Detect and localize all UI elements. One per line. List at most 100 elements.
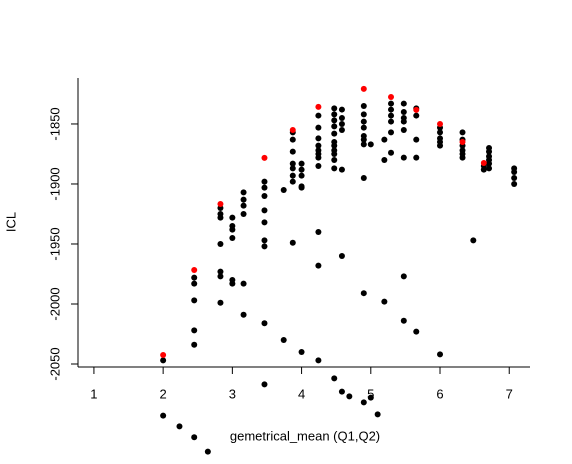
point <box>346 393 353 400</box>
point <box>315 154 322 161</box>
point <box>459 154 466 161</box>
x-tick-label: 4 <box>298 386 305 401</box>
point <box>176 423 183 430</box>
point <box>229 214 236 221</box>
point <box>191 274 198 281</box>
point <box>388 129 395 136</box>
point <box>315 112 322 119</box>
point <box>261 320 268 327</box>
point <box>381 136 388 143</box>
point <box>338 106 345 113</box>
point <box>261 243 268 250</box>
point <box>217 214 224 221</box>
point <box>367 394 374 401</box>
point <box>331 165 338 172</box>
point <box>191 280 198 287</box>
point <box>240 202 247 209</box>
point <box>437 120 444 127</box>
point <box>315 135 322 142</box>
point <box>160 351 167 358</box>
point <box>160 412 167 419</box>
point <box>298 184 305 191</box>
point <box>511 174 518 181</box>
point <box>280 336 287 343</box>
y-tick-label: -1950 <box>47 227 62 260</box>
point <box>240 280 247 287</box>
y-tick-label: -1850 <box>47 107 62 140</box>
point <box>338 126 345 133</box>
point <box>480 166 487 173</box>
point <box>315 357 322 364</box>
point <box>289 239 296 246</box>
point <box>459 138 466 145</box>
point <box>229 280 236 287</box>
point <box>360 136 367 143</box>
point <box>261 219 268 226</box>
point <box>315 103 322 110</box>
point <box>331 156 338 163</box>
point <box>261 237 268 244</box>
point <box>289 172 296 179</box>
point <box>217 299 224 306</box>
point <box>289 165 296 172</box>
point <box>437 129 444 136</box>
point <box>437 351 444 358</box>
point <box>360 102 367 109</box>
x-axis-label: gemetrical_mean (Q1,Q2) <box>230 428 380 443</box>
point <box>240 189 247 196</box>
point <box>261 207 268 214</box>
point <box>459 129 466 136</box>
point <box>360 141 367 148</box>
y-tick-label: -2050 <box>47 347 62 380</box>
point <box>315 162 322 169</box>
point <box>289 160 296 167</box>
point <box>289 178 296 185</box>
point <box>204 448 211 455</box>
point <box>240 196 247 203</box>
point <box>480 159 487 166</box>
point <box>381 156 388 163</box>
point <box>191 341 198 348</box>
point <box>191 297 198 304</box>
point <box>331 150 338 157</box>
point <box>261 178 268 185</box>
point <box>315 124 322 131</box>
point <box>388 93 395 100</box>
point <box>298 160 305 167</box>
point <box>338 120 345 127</box>
point <box>360 174 367 181</box>
point <box>217 273 224 280</box>
point <box>331 111 338 118</box>
point <box>338 252 345 259</box>
point <box>400 118 407 125</box>
point <box>413 106 420 113</box>
point <box>360 290 367 297</box>
point <box>229 226 236 233</box>
point <box>289 136 296 143</box>
point <box>298 348 305 355</box>
point <box>413 154 420 161</box>
point <box>400 100 407 107</box>
point <box>331 142 338 149</box>
point <box>486 148 493 155</box>
point <box>360 124 367 131</box>
point <box>388 118 395 125</box>
point <box>191 267 198 274</box>
point <box>261 184 268 191</box>
point <box>160 357 167 364</box>
point <box>217 240 224 247</box>
point <box>413 112 420 119</box>
point <box>400 154 407 161</box>
point <box>374 411 381 418</box>
point <box>315 142 322 149</box>
point <box>229 234 236 241</box>
point <box>388 106 395 113</box>
point <box>338 388 345 395</box>
point <box>381 298 388 305</box>
point <box>315 262 322 269</box>
point <box>486 160 493 167</box>
point <box>388 112 395 119</box>
point <box>289 126 296 133</box>
point <box>331 105 338 112</box>
